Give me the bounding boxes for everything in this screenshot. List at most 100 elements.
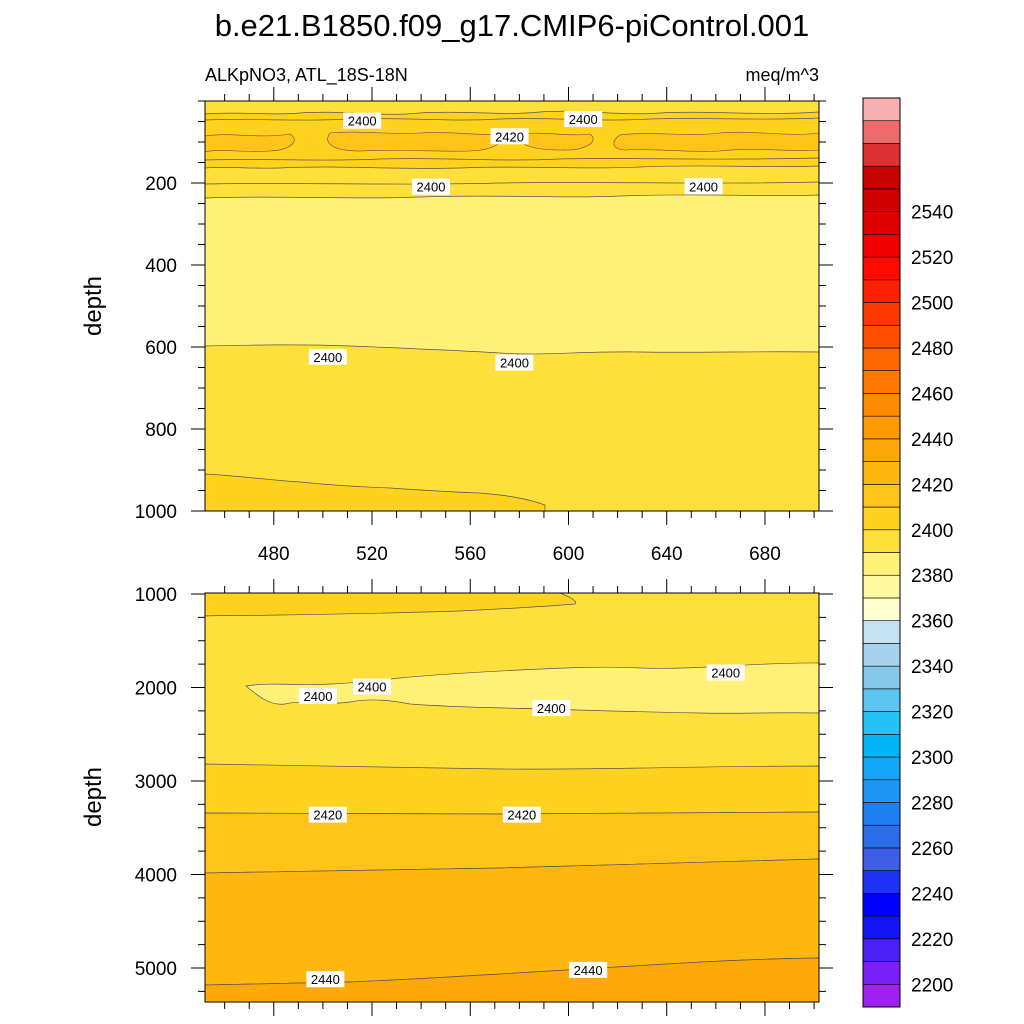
colorbar-tick-label: 2300	[911, 748, 953, 769]
lower-contour-label: 2400	[353, 678, 392, 695]
upper-y-tick-label: 1000	[135, 502, 177, 523]
upper-contour-label: 2400	[684, 178, 723, 195]
colorbar-tick-label: 2220	[911, 930, 953, 951]
colorbar-tick-label: 2400	[911, 521, 953, 542]
colorbar-tick-label: 2340	[911, 657, 953, 678]
contour-label-box	[569, 961, 608, 978]
contour-label-text: 2420	[313, 808, 342, 823]
contour-label-text: 2400	[537, 701, 566, 716]
lower-ticks: 1000 2000 3000 4000 5000	[135, 579, 833, 1016]
colorbar-swatch	[862, 824, 901, 849]
colorbar-swatch	[862, 802, 901, 826]
subtitle-left: ALKpNO3, ATL_18S-18N	[205, 65, 408, 86]
colorbar-swatch	[862, 279, 901, 303]
contour-label-box	[532, 700, 571, 717]
lower-panel: 1000 2000 3000 4000 5000 2400 2400 2400 2400 242…	[80, 579, 833, 1016]
contour-label-box	[495, 354, 534, 371]
contour-label-box	[564, 111, 603, 128]
contour-label-text: 2400	[304, 689, 333, 704]
upper-x-tick-label: 480	[258, 544, 290, 565]
contour-label-box	[308, 806, 347, 823]
colorbar-swatch	[862, 415, 901, 440]
colorbar-tick-label: 2260	[911, 839, 953, 860]
colorbar-swatch	[862, 438, 901, 462]
lower-contour-label: 2420	[308, 806, 347, 823]
subtitle-right: meq/m^3	[746, 65, 819, 85]
contour-label-box	[353, 678, 392, 695]
lower-contour-label: 2420	[502, 806, 541, 823]
lower-contour-label: 2400	[298, 687, 337, 704]
colorbar-swatch	[862, 506, 901, 531]
upper-x-tick-label: 560	[454, 544, 486, 565]
colorbar-swatch	[862, 529, 901, 553]
upper-contour-line-1	[205, 117, 819, 121]
upper-y-tick-label: 600	[145, 338, 177, 359]
contour-label-text: 2400	[689, 179, 718, 194]
contour-label-box	[411, 178, 450, 195]
colorbar-swatch	[862, 97, 901, 122]
lower-contour-label: 2440	[306, 971, 345, 988]
colorbar-tick-label: 2360	[911, 612, 953, 633]
contour-label-box	[502, 806, 541, 823]
colorbar-swatch	[862, 188, 901, 212]
upper-band-2390-2400	[205, 194, 819, 355]
colorbar-swatch	[862, 847, 901, 871]
upper-panel-fill	[205, 101, 819, 511]
colorbar-swatch	[862, 120, 901, 144]
colorbar-swatch	[862, 302, 901, 326]
upper-contour-label: 2400	[411, 178, 450, 195]
contour-label-box	[490, 128, 529, 145]
colorbar-swatch	[862, 347, 901, 372]
contour-label-text: 2400	[711, 666, 740, 681]
lower-band-2410-2420	[205, 763, 819, 815]
lower-y-tick-label: 2000	[135, 679, 177, 700]
colorbar-swatch	[862, 574, 901, 599]
contour-label-box	[308, 348, 347, 365]
colorbar-tick-label: 2280	[911, 793, 953, 814]
lower-y-tick-label: 1000	[135, 585, 177, 606]
contour-label-text: 2400	[358, 680, 387, 695]
colorbar-swatch	[862, 961, 901, 985]
colorbar-swatch	[862, 711, 901, 735]
colorbar-tick-label: 2420	[911, 475, 953, 496]
colorbar-tick-label: 2440	[911, 430, 953, 451]
upper-x-tick-label: 520	[356, 544, 388, 565]
colorbar-swatch	[862, 165, 901, 190]
colorbar-tick-label: 2380	[911, 566, 953, 587]
lower-y-tick-label: 4000	[135, 866, 177, 887]
contour-label-text: 2400	[348, 114, 377, 129]
upper-y-axis-label: depth	[80, 276, 107, 336]
colorbar-tick-label: 2520	[911, 248, 953, 269]
colorbar-swatch	[862, 597, 901, 621]
colorbar-tick-label: 2200	[911, 975, 953, 996]
colorbar-tick-label: 2480	[911, 339, 953, 360]
upper-band-2420-patches	[205, 131, 819, 153]
colorbar-tick-label: 2540	[911, 203, 953, 224]
colorbar-swatch	[862, 234, 901, 258]
colorbar-swatch	[862, 915, 901, 940]
upper-x-tick-label: 600	[553, 544, 585, 565]
contour-label-box	[706, 664, 745, 681]
colorbar-swatch	[862, 938, 901, 962]
colorbar-swatch	[862, 620, 901, 644]
colorbar: 2200 2220 2240 2260 2280 2300 2320 2340 2360 2380…	[862, 97, 953, 1008]
upper-contour-label: 2400	[495, 354, 534, 371]
upper-y-tick-label: 200	[145, 174, 177, 195]
contour-label-text: 2420	[507, 808, 536, 823]
colorbar-tick-label: 2240	[911, 884, 953, 905]
upper-contour-label: 2420	[490, 128, 529, 145]
upper-x-tick-label: 680	[749, 544, 781, 565]
colorbar-swatch	[862, 779, 901, 803]
colorbar-swatch	[862, 256, 901, 281]
lower-contour-labels: 2400 2400 2400 2400 2420 2420 2440 2440	[298, 664, 745, 988]
upper-contour-label: 2400	[343, 112, 382, 129]
upper-contour-labels: 2400 2400 2420 2400 2400 2400 2400	[308, 111, 723, 371]
upper-y-tick-label: 800	[145, 420, 177, 441]
upper-y-tick-label: 400	[145, 256, 177, 277]
lower-contour-label: 2400	[706, 664, 745, 681]
lower-y-tick-label: 5000	[135, 959, 177, 980]
upper-contour-line-2	[205, 157, 819, 161]
contour-label-box	[306, 971, 345, 988]
